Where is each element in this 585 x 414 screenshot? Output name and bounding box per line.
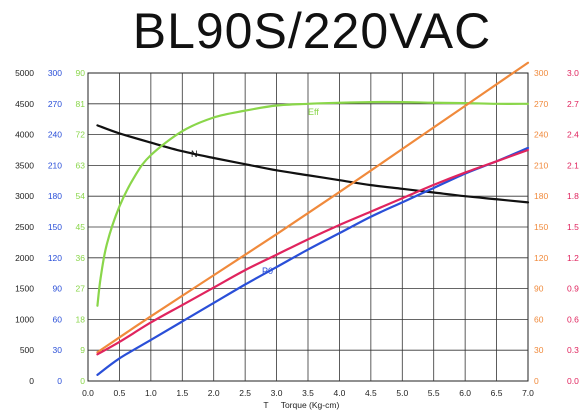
x-tick-label: 0.5 <box>114 388 126 398</box>
series-layer <box>96 61 530 376</box>
output-axis-tick-label: 60 <box>53 314 63 324</box>
x-tick-label: 6.5 <box>491 388 503 398</box>
x-tick-label: 7.0 <box>522 388 534 398</box>
x-axis-label: Torque (Kg-cm) <box>281 400 340 410</box>
curve-label-eff: Eff <box>308 107 319 117</box>
x-tick-label: 5.0 <box>396 388 408 398</box>
efficiency-axis-tick-label: 90 <box>76 68 86 78</box>
speed-axis-tick-label: 3500 <box>15 160 34 170</box>
input-axis-tick-label: 120 <box>534 253 548 263</box>
output-axis-tick-label: 240 <box>48 130 62 140</box>
efficiency-axis-tick-label: 27 <box>76 284 86 294</box>
x-tick-label: 2.5 <box>239 388 251 398</box>
efficiency-axis-tick-label: 9 <box>80 345 85 355</box>
curve-label-p0: P0 <box>262 266 273 276</box>
speed-axis-tick-label: 500 <box>20 345 34 355</box>
series-line-p0 <box>96 146 530 376</box>
output-axis-tick-label: 150 <box>48 222 62 232</box>
efficiency-axis-tick-label: 36 <box>76 253 86 263</box>
efficiency-axis-tick-label: 18 <box>76 314 86 324</box>
x-tick-label: 3.5 <box>302 388 314 398</box>
speed-axis-tick-label: 2500 <box>15 222 34 232</box>
output-axis-tick-label: 120 <box>48 253 62 263</box>
efficiency-axis-tick-label: 45 <box>76 222 86 232</box>
output-axis-tick-label: 180 <box>48 191 62 201</box>
input-axis-tick-label: 0 <box>534 376 539 386</box>
speed-axis-tick-label: 0 <box>29 376 34 386</box>
input-axis-tick-label: 210 <box>534 160 548 170</box>
current-axis-tick-label: 0.3 <box>567 345 579 355</box>
current-axis-tick-label: 1.5 <box>567 222 579 232</box>
current-axis-tick-label: 3.0 <box>567 68 579 78</box>
series-line-current <box>96 148 530 356</box>
x-tick-label: 3.0 <box>271 388 283 398</box>
current-axis-tick-label: 2.4 <box>567 130 579 140</box>
x-tick-label: 0.0 <box>82 388 94 398</box>
speed-axis-tick-label: 3000 <box>15 191 34 201</box>
speed-axis-tick-label: 5000 <box>15 68 34 78</box>
input-axis-tick-label: 240 <box>534 130 548 140</box>
series-line-eff <box>96 100 530 307</box>
output-axis-tick-label: 0 <box>57 376 62 386</box>
speed-axis-tick-label: 1000 <box>15 314 34 324</box>
efficiency-axis-tick-label: 63 <box>76 160 86 170</box>
series-line-input <box>96 61 530 354</box>
x-tick-label: 2.0 <box>208 388 220 398</box>
axis-tick-labels: 0.0 0.5 1.0 1.5 2.0 2.5 3.0 3.5 4.0 4.5 5.0 5.5 6.0 6… <box>15 68 579 398</box>
x-tick-label: 5.5 <box>428 388 440 398</box>
output-axis-tick-label: 270 <box>48 99 62 109</box>
input-axis-tick-label: 150 <box>534 222 548 232</box>
speed-axis-tick-label: 4500 <box>15 99 34 109</box>
current-axis-tick-label: 0.6 <box>567 314 579 324</box>
x-tick-label: 1.0 <box>145 388 157 398</box>
input-axis-tick-label: 60 <box>534 314 544 324</box>
current-axis-tick-label: 0.9 <box>567 284 579 294</box>
curve-label-n: N <box>191 149 198 159</box>
efficiency-axis-tick-label: 54 <box>76 191 86 201</box>
current-axis-tick-label: 0.0 <box>567 376 579 386</box>
output-axis-tick-label: 30 <box>53 345 63 355</box>
grid <box>87 72 529 382</box>
efficiency-axis-tick-label: 0 <box>80 376 85 386</box>
input-axis-tick-label: 30 <box>534 345 544 355</box>
x-tick-label: 4.5 <box>365 388 377 398</box>
speed-axis-tick-label: 1500 <box>15 284 34 294</box>
current-axis-tick-label: 2.1 <box>567 160 579 170</box>
output-axis-tick-label: 90 <box>53 284 63 294</box>
x-tick-label: 1.5 <box>176 388 188 398</box>
output-axis-tick-label: 210 <box>48 160 62 170</box>
x-tick-label: 6.0 <box>459 388 471 398</box>
series-line-n <box>96 124 530 204</box>
curve-labels: N Eff P0 <box>191 107 319 276</box>
input-axis-tick-label: 300 <box>534 68 548 78</box>
current-axis-tick-label: 1.8 <box>567 191 579 201</box>
x-tick-label: 4.0 <box>334 388 346 398</box>
current-axis-tick-label: 2.7 <box>567 99 579 109</box>
current-axis-tick-label: 1.2 <box>567 253 579 263</box>
chart-title: BL90S/220VAC <box>133 3 492 59</box>
input-axis-tick-label: 270 <box>534 99 548 109</box>
input-axis-tick-label: 180 <box>534 191 548 201</box>
output-axis-tick-label: 300 <box>48 68 62 78</box>
efficiency-axis-tick-label: 72 <box>76 130 86 140</box>
speed-axis-tick-label: 2000 <box>15 253 34 263</box>
x-axis-prefix: T <box>263 400 268 410</box>
efficiency-axis-tick-label: 81 <box>76 99 86 109</box>
speed-axis-tick-label: 4000 <box>15 130 34 140</box>
input-axis-tick-label: 90 <box>534 284 544 294</box>
